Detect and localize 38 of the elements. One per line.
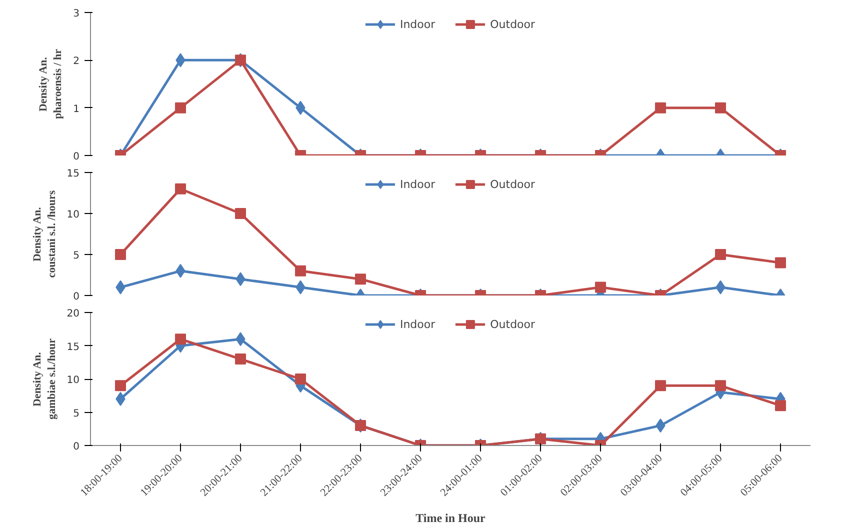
y-tick-label: 15 [66,342,80,353]
legend-label: Outdoor [490,318,536,330]
y-axis-title: Density An. coustani s.l. /hours [31,190,58,278]
y-tick-label: 0 [73,442,80,452]
x-axis-title: Time in Hour [416,511,486,526]
y-tick-label: 5 [73,408,80,420]
point [115,249,126,260]
point [235,208,246,219]
point [115,380,126,392]
point [775,400,786,412]
point [775,257,786,268]
y-tick-label: 3 [73,8,80,20]
y-axis-title: Density An. pharoensis / hr [38,48,64,120]
point [175,183,186,194]
y-tick-label: 10 [66,375,80,386]
y-tick-label: 1 [73,104,80,115]
point [295,265,306,276]
point [355,274,366,285]
legend-label: Indoor [400,178,436,190]
y-tick-label: 2 [73,56,80,68]
y-tick-label: 5 [73,250,80,262]
point [295,374,306,384]
legend-label: Indoor [400,318,436,330]
point [715,249,726,260]
y-tick-label: 15 [66,168,80,180]
y-tick-label: 10 [66,210,80,220]
y-tick-label: 20 [66,308,80,320]
point [175,334,186,345]
point [715,380,726,392]
y-tick-label: 0 [73,152,80,162]
y-axis-title: Density An. gambiae s.l./hour [31,338,58,420]
legend-label: Outdoor [490,18,536,30]
point [235,354,246,365]
y-tick-label: 0 [73,292,80,302]
point [595,282,606,293]
legend-label: Outdoor [490,178,536,190]
legend-label: Indoor [400,18,436,30]
point [655,380,666,392]
